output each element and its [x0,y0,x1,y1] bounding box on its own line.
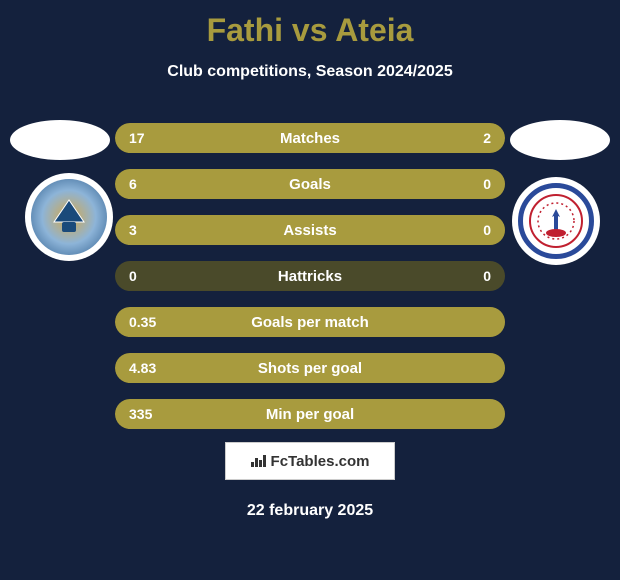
player2-club-badge [512,177,600,265]
stat-label: Assists [115,222,505,239]
stat-label: Shots per goal [115,360,505,377]
stat-label: Hattricks [115,268,505,285]
stat-row: 17Matches2 [115,123,505,153]
smouha-logo-icon [526,191,586,251]
brand-badge: FcTables.com [225,442,395,480]
stat-label: Goals per match [115,314,505,331]
vs-text: vs [292,12,328,48]
stat-label: Min per goal [115,406,505,423]
player1-avatar [10,120,110,160]
comparison-title: Fathi vs Ateia [0,0,620,49]
stat-value-right: 0 [483,222,491,238]
stat-value-right: 2 [483,130,491,146]
stat-row: 3Assists0 [115,215,505,245]
brand-text: FcTables.com [271,453,370,470]
player2-avatar [510,120,610,160]
pyramids-logo-icon [44,192,94,242]
date-text: 22 february 2025 [0,502,620,520]
stat-row: 6Goals0 [115,169,505,199]
player1-name: Fathi [207,12,283,48]
stat-row: 0Hattricks0 [115,261,505,291]
stat-label: Matches [115,130,505,147]
stat-value-right: 0 [483,268,491,284]
stats-container: 17Matches26Goals03Assists00Hattricks00.3… [115,123,505,445]
chart-icon [251,453,267,470]
player1-club-badge [25,173,113,261]
stat-label: Goals [115,176,505,193]
player2-name: Ateia [335,12,413,48]
subtitle: Club competitions, Season 2024/2025 [0,63,620,81]
stat-value-right: 0 [483,176,491,192]
stat-row: 335Min per goal [115,399,505,429]
stat-row: 4.83Shots per goal [115,353,505,383]
stat-row: 0.35Goals per match [115,307,505,337]
